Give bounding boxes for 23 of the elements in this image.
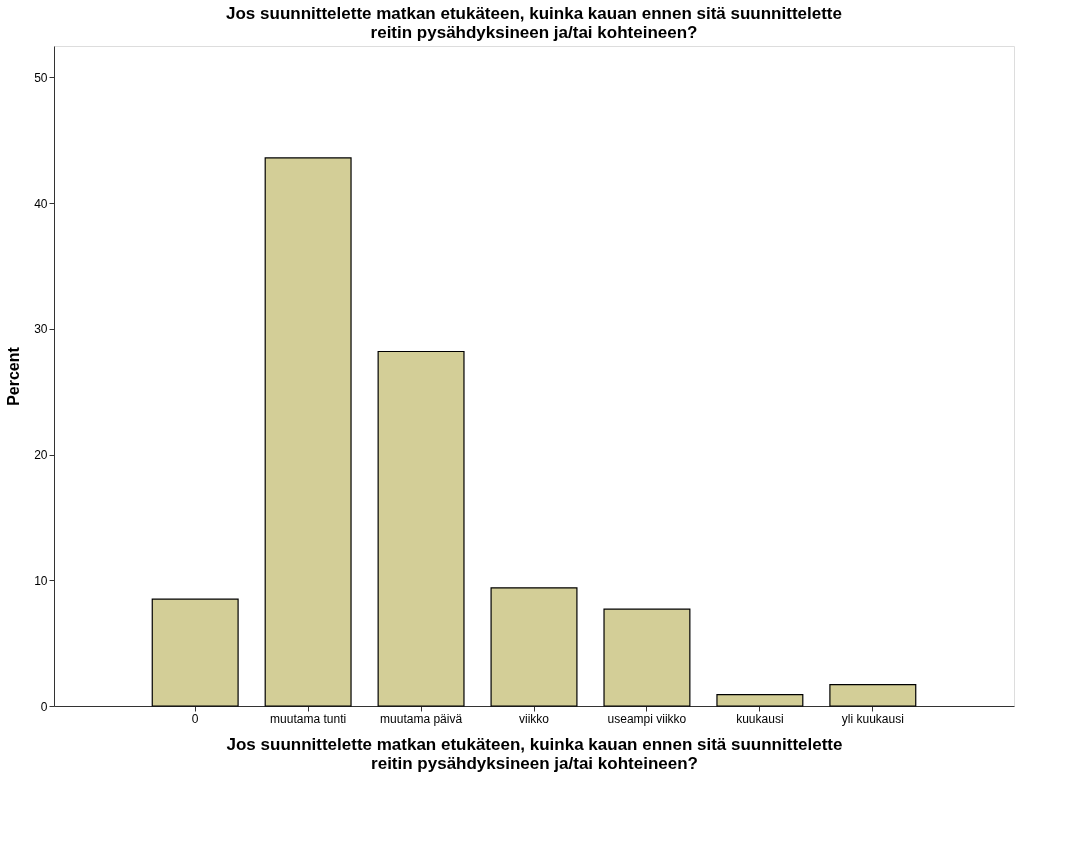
x-tick-label: useampi viikko	[607, 711, 687, 726]
bar	[264, 157, 352, 707]
bar	[603, 608, 691, 707]
bar	[490, 587, 578, 707]
x-tick-label: muutama tunti	[270, 711, 347, 726]
y-tick-label: 20	[34, 448, 48, 463]
x-axis-title: Jos suunnittelette matkan etukäteen, kuinka kauan ennen sitä suunnittelette reitin pysähdyksineen ja/tai kohteineen?	[226, 734, 843, 773]
x-tick-label: kuukausi	[736, 711, 784, 726]
y-tick-label: 0	[40, 699, 48, 714]
y-tick-label: 10	[34, 573, 48, 588]
x-tick-label: viikko	[518, 711, 550, 726]
bar	[377, 350, 465, 707]
chart-title: Jos suunnittelette matkan etukäteen, kuinka kauan ennen sitä suunnittelette reitin pysähdyksineen ja/tai kohteineen?	[226, 4, 842, 42]
y-tick-label: 50	[34, 70, 48, 85]
bar	[716, 694, 804, 707]
bar	[151, 598, 239, 707]
bar	[829, 684, 917, 707]
x-tick-label: 0	[191, 711, 199, 726]
x-tick-label: yli kuukausi	[841, 711, 904, 726]
x-tick-label: muutama päivä	[380, 711, 463, 726]
y-tick-label: 30	[34, 322, 48, 337]
y-axis-title: Percent	[5, 346, 23, 406]
y-tick-label: 40	[34, 196, 48, 211]
